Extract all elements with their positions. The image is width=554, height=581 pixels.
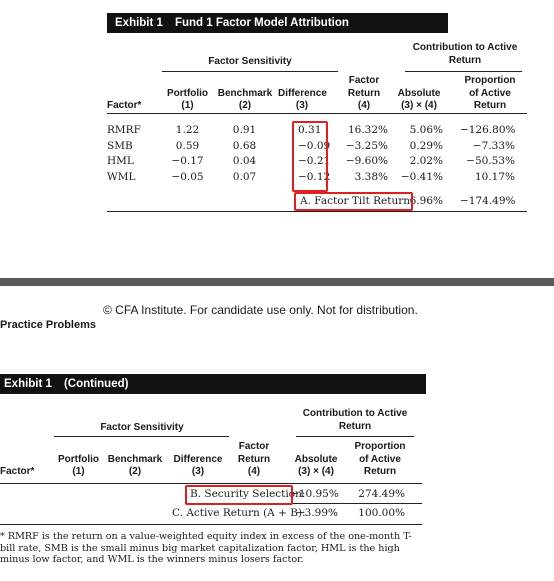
table-cell-portfolio: 1.22	[175, 124, 200, 136]
column-header-proportion: Proportion	[464, 75, 516, 86]
group-rule-sensitivity-cont	[54, 436, 229, 437]
column-header-cont-benchmark: Benchmark	[107, 453, 163, 465]
column-header-cont-factor-return: Factor	[238, 441, 270, 452]
column-header-cont-portfolio: Portfolio	[57, 453, 100, 465]
table-cell-benchmark: 0.91	[232, 124, 257, 136]
column-header-cont-absolute: (3) × (4)	[298, 466, 334, 477]
column-header-factor-return: (4)	[357, 100, 371, 111]
security-selection-label: B. Security Selection:	[190, 488, 306, 500]
security-selection-rule	[185, 503, 422, 504]
factor-name: SMB	[107, 139, 133, 152]
column-header-cont-absolute: Absolute	[294, 453, 338, 465]
footnote: * RMRF is the return on a value-weighted…	[0, 531, 412, 565]
exhibit-continued-title-bar: Exhibit 1 (Continued)	[0, 374, 426, 394]
column-header-absolute: Absolute	[397, 87, 441, 99]
column-header-cont-proportion: Return	[363, 466, 397, 477]
column-header-benchmark: Benchmark	[217, 87, 273, 99]
group-rule-contribution-cont	[296, 436, 414, 437]
table-cell-benchmark: 0.68	[232, 139, 257, 152]
table-cell-proportion: −7.33%	[472, 139, 515, 152]
column-header-factor-return: Factor	[348, 75, 380, 86]
table-cell-absolute: −0.41%	[400, 170, 443, 183]
active-return-label: C. Active Return (A + B):	[172, 507, 306, 519]
factor-name: RMRF	[107, 124, 141, 136]
exhibit-title: Fund 1 Factor Model Attribution	[174, 17, 349, 29]
column-header-factor: Factor*	[107, 100, 142, 111]
security-selection-absolute: −10.95%	[290, 488, 339, 500]
column-header-cont-difference: Difference	[173, 453, 223, 465]
table-cell-benchmark: 0.04	[232, 155, 257, 167]
bottom-rule	[107, 211, 527, 212]
table-cell-proportion: 10.17%	[474, 170, 515, 183]
security-selection-highlight-box	[185, 485, 293, 505]
factor-tilt-label: A. Factor Tilt Return:	[300, 195, 414, 207]
factor-name: HML	[107, 155, 134, 167]
table-cell-difference: −0.12	[298, 170, 331, 183]
table-cell-portfolio: −0.05	[171, 170, 204, 183]
table-cell-difference: 0.31	[298, 124, 322, 136]
table-cell-difference: −0.09	[298, 139, 331, 152]
column-header-cont-benchmark: (2)	[128, 466, 142, 477]
group-header-sensitivity-cont: Factor Sensitivity	[100, 422, 184, 433]
column-header-portfolio: (1)	[181, 100, 194, 111]
column-header-cont-proportion: Proportion	[354, 441, 406, 452]
group-rule-sensitivity	[162, 71, 338, 72]
factor-tilt-highlight-box	[294, 192, 413, 211]
column-header-cont-factor-return: (4)	[247, 466, 261, 477]
difference-highlight-box	[292, 121, 328, 192]
factor-tilt-proportion: −174.49%	[460, 195, 516, 207]
exhibit-title-bar: Exhibit 1 Fund 1 Factor Model Attribution	[107, 13, 448, 33]
active-return-proportion: 100.00%	[358, 507, 405, 519]
group-header-contribution: Contribution to Active Return	[412, 42, 518, 66]
table-cell-factor-return: −9.60%	[345, 155, 388, 167]
column-header-proportion: of Active	[469, 87, 511, 99]
column-header-difference: Difference	[278, 87, 327, 99]
security-selection-proportion: 274.49%	[358, 488, 405, 500]
column-header-benchmark: (2)	[238, 100, 252, 111]
column-header-difference: (3)	[295, 100, 309, 111]
column-header-cont-portfolio: (1)	[72, 466, 85, 477]
exhibit-number: Exhibit 1	[115, 17, 163, 29]
table-cell-difference: −0.21	[298, 155, 331, 167]
table-cell-factor-return: 3.38%	[354, 170, 388, 183]
exhibit-continued-title: (Continued)	[63, 378, 129, 390]
column-header-portfolio: Portfolio	[166, 87, 209, 99]
column-header-cont-factor-return: Return	[237, 453, 271, 465]
header-rule	[107, 113, 527, 114]
table-cell-proportion: −126.80%	[460, 124, 516, 136]
table-cell-factor-return: 16.32%	[347, 124, 388, 136]
column-header-cont-factor: Factor*	[0, 466, 35, 477]
table-cell-proportion: −50.53%	[466, 155, 515, 167]
group-header-contribution-cont: Contribution to Active Return	[302, 408, 408, 432]
bottom-rule-cont	[0, 524, 422, 525]
table-cell-absolute: 2.02%	[409, 155, 443, 167]
column-header-factor-return: Return	[347, 87, 381, 99]
column-header-cont-proportion: of Active	[359, 453, 401, 465]
table-cell-portfolio: −0.17	[171, 155, 204, 167]
table-cell-absolute: 5.06%	[409, 124, 443, 136]
header-rule-cont	[0, 483, 422, 484]
exhibit-continued-number: Exhibit 1	[4, 378, 52, 390]
page-separator	[0, 278, 554, 286]
table-cell-factor-return: −3.25%	[345, 139, 388, 152]
column-header-proportion: Return	[473, 100, 507, 111]
table-cell-benchmark: 0.07	[232, 170, 257, 183]
factor-tilt-absolute: 6.96%	[409, 195, 443, 207]
table-cell-portfolio: 0.59	[175, 139, 200, 152]
table-cell-absolute: 0.29%	[409, 139, 443, 152]
section-label: Practice Problems	[0, 319, 96, 331]
column-header-absolute: (3) × (4)	[401, 100, 437, 111]
column-header-cont-difference: (3)	[191, 466, 205, 477]
group-header-sensitivity: Factor Sensitivity	[208, 56, 292, 67]
group-rule-contribution	[405, 71, 522, 72]
active-return-absolute: −3.99%	[295, 507, 338, 519]
watermark-text: © CFA Institute. For candidate use only.…	[103, 303, 418, 317]
factor-name: WML	[107, 170, 136, 183]
